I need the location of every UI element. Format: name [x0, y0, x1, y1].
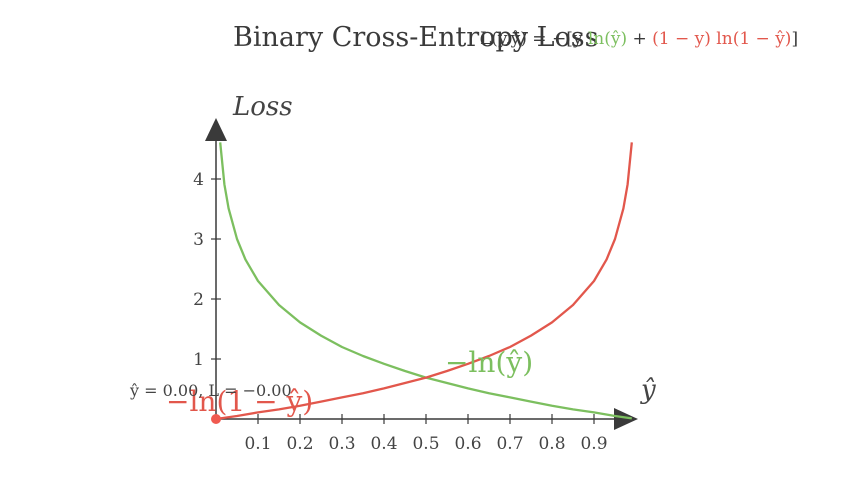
green-curve-label: −ln(ŷ)	[445, 346, 533, 379]
y-tick-label: 1	[193, 350, 204, 370]
green-loss-curve	[219, 142, 632, 420]
x-tick-label: 0.8	[538, 434, 565, 454]
y-tick-label: 4	[193, 170, 204, 190]
y-tick-label: 3	[193, 230, 204, 250]
x-axis-arrow-icon	[614, 408, 638, 430]
y-axis-arrow-icon	[205, 118, 227, 141]
x-tick-label: 0.6	[454, 434, 481, 454]
x-tick-label: 0.1	[244, 434, 271, 454]
x-tick-label: 0.7	[496, 434, 523, 454]
loss-formula: L(y,ŷ) = −[y ln(ŷ) + (1 − y) ln(1 − ŷ)]	[480, 29, 798, 49]
x-tick-label: 0.3	[328, 434, 355, 454]
cursor-readout: ŷ = 0.00, L = −0.00	[129, 381, 292, 400]
axes-group	[205, 118, 638, 430]
cursor-marker[interactable]	[211, 414, 221, 424]
x-axis-title: ŷ	[640, 375, 656, 405]
x-ticks-group: 0.1 0.2 0.3 0.4 0.5 0.6 0.7 0.8 0.9	[244, 414, 608, 454]
x-tick-label: 0.5	[412, 434, 439, 454]
formula-prefix: L(y,ŷ) = −[y	[480, 29, 588, 49]
chart-title: Binary Cross-Entropy Loss	[233, 22, 599, 53]
x-tick-label: 0.2	[286, 434, 313, 454]
y-axis-title: Loss	[232, 92, 293, 122]
formula-green-term: ln(ŷ)	[587, 29, 628, 49]
formula-red-term: (1 − y) ln(1 − ŷ)	[652, 29, 792, 49]
red-curve-label: −ln(1 − ŷ)	[166, 385, 313, 418]
formula-suffix: ]	[791, 29, 799, 49]
curves-group	[215, 142, 633, 421]
y-tick-label: 2	[193, 290, 204, 310]
formula-plus: +	[627, 29, 653, 49]
x-tick-label: 0.4	[370, 434, 397, 454]
y-ticks-group: 1 2 3 4	[193, 170, 221, 370]
x-tick-label: 0.9	[580, 434, 607, 454]
red-loss-curve	[215, 142, 633, 421]
